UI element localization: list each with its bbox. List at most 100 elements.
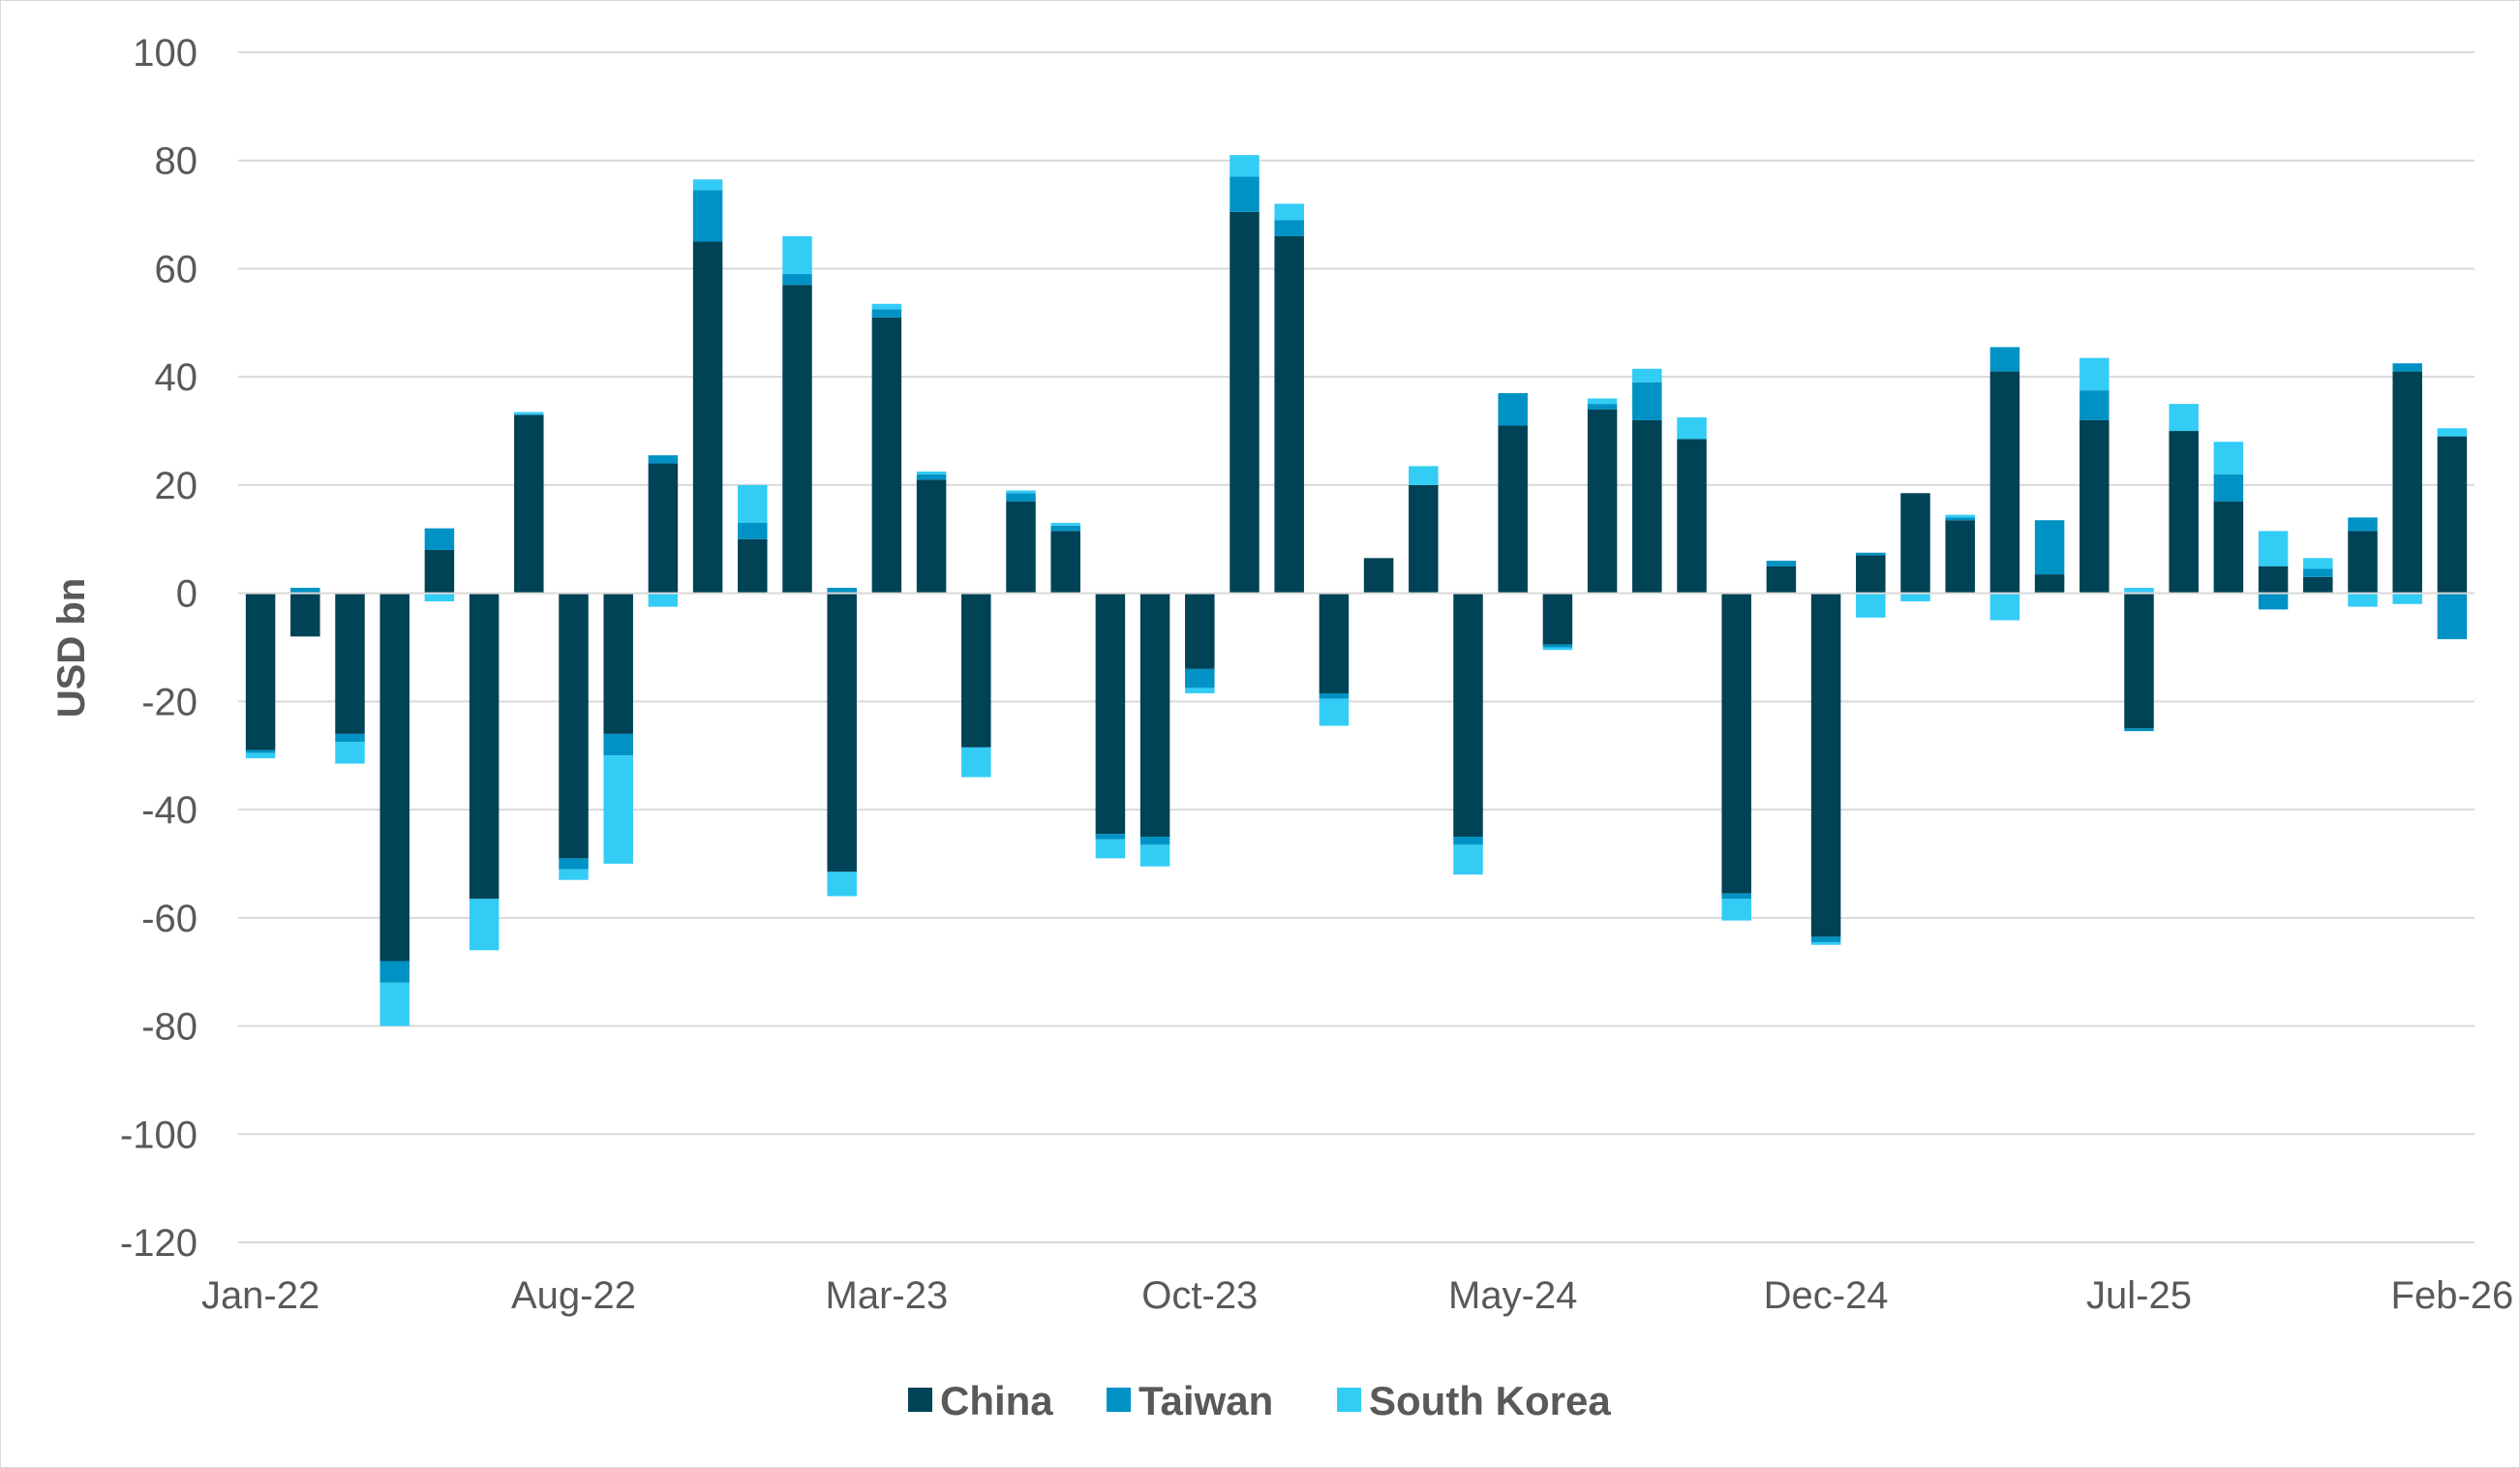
bar-taiwan-sep-23 bbox=[1139, 837, 1170, 845]
bar-taiwan-nov-24 bbox=[1766, 561, 1797, 566]
bar-china-apr-24 bbox=[1453, 593, 1483, 838]
bar-south-korea-jan-25 bbox=[1856, 593, 1886, 618]
bar-taiwan-dec-25 bbox=[2348, 517, 2378, 532]
bar-china-nov-22 bbox=[692, 241, 723, 594]
bar-china-oct-23 bbox=[1185, 593, 1215, 669]
bar-south-korea-jul-25 bbox=[2124, 588, 2154, 594]
bars bbox=[245, 155, 2468, 1026]
bar-taiwan-nov-22 bbox=[692, 190, 723, 242]
bar-taiwan-jan-22 bbox=[245, 749, 276, 753]
y-tick-label: -20 bbox=[141, 681, 197, 723]
bar-south-korea-nov-25 bbox=[2303, 558, 2333, 569]
bar-china-sep-24 bbox=[1677, 439, 1707, 594]
bar-taiwan-oct-23 bbox=[1185, 668, 1215, 688]
bar-south-korea-feb-23 bbox=[827, 872, 857, 897]
bar-taiwan-aug-22 bbox=[559, 858, 589, 870]
bar-south-korea-dec-22 bbox=[738, 484, 768, 524]
bar-taiwan-oct-25 bbox=[2258, 593, 2289, 610]
bar-taiwan-apr-24 bbox=[1453, 837, 1483, 845]
bar-china-oct-25 bbox=[2258, 566, 2289, 594]
legend-label: South Korea bbox=[1369, 1378, 1611, 1423]
y-tick-label: 0 bbox=[176, 573, 197, 616]
x-tick-label: Oct-23 bbox=[1141, 1274, 1258, 1317]
bar-china-may-22 bbox=[424, 549, 455, 594]
bar-china-mar-22 bbox=[335, 593, 365, 734]
x-tick-label: Feb-26 bbox=[2391, 1274, 2514, 1317]
bar-south-korea-oct-25 bbox=[2258, 531, 2289, 566]
bar-taiwan-jun-25 bbox=[2080, 390, 2110, 420]
bar-china-jun-24 bbox=[1542, 593, 1573, 645]
bar-taiwan-dec-24 bbox=[1810, 936, 1841, 942]
bar-taiwan-jun-23 bbox=[1006, 493, 1036, 502]
bar-china-jan-26 bbox=[2392, 371, 2422, 594]
legend-item-china: China bbox=[908, 1378, 1053, 1423]
bar-taiwan-feb-22 bbox=[290, 588, 320, 594]
bar-china-feb-26 bbox=[2437, 436, 2468, 594]
legend-swatch bbox=[1107, 1388, 1131, 1412]
legend-swatch bbox=[908, 1388, 932, 1412]
bar-taiwan-oct-22 bbox=[648, 455, 679, 464]
bar-china-nov-25 bbox=[2303, 576, 2333, 594]
bar-china-apr-25 bbox=[1989, 371, 2020, 594]
bar-taiwan-feb-23 bbox=[827, 588, 857, 594]
bar-china-may-25 bbox=[2034, 574, 2065, 594]
y-tick-label: 60 bbox=[155, 248, 198, 291]
y-axis-title: USD bn bbox=[50, 578, 93, 718]
bar-south-korea-dec-25 bbox=[2348, 593, 2378, 607]
bar-south-korea-mar-22 bbox=[335, 742, 365, 764]
bar-south-korea-sep-24 bbox=[1677, 417, 1707, 440]
y-tick-label: 20 bbox=[155, 465, 198, 507]
bar-taiwan-jan-23 bbox=[782, 274, 812, 286]
bar-south-korea-nov-23 bbox=[1230, 155, 1260, 177]
bar-taiwan-jun-24 bbox=[1542, 644, 1573, 648]
legend-item-south-korea: South Korea bbox=[1337, 1378, 1611, 1423]
bar-taiwan-dec-22 bbox=[738, 523, 768, 539]
bar-china-aug-25 bbox=[2169, 431, 2199, 594]
x-tick-label: Mar-23 bbox=[826, 1274, 949, 1317]
bar-taiwan-sep-22 bbox=[603, 733, 633, 756]
bar-south-korea-jan-26 bbox=[2392, 593, 2422, 604]
bar-china-dec-23 bbox=[1274, 235, 1304, 594]
bar-china-mar-23 bbox=[871, 317, 902, 594]
bar-south-korea-mar-25 bbox=[1945, 514, 1975, 518]
y-tick-label: 40 bbox=[155, 356, 198, 399]
legend-label: China bbox=[940, 1378, 1053, 1423]
y-tick-label: 100 bbox=[133, 32, 197, 75]
bar-china-nov-23 bbox=[1230, 211, 1260, 594]
bar-china-jul-23 bbox=[1050, 531, 1080, 594]
legend-item-taiwan: Taiwan bbox=[1107, 1378, 1273, 1423]
bar-china-feb-23 bbox=[827, 593, 857, 872]
bar-south-korea-dec-23 bbox=[1274, 203, 1304, 221]
bar-china-jan-24 bbox=[1319, 593, 1350, 693]
bar-china-feb-24 bbox=[1363, 558, 1394, 594]
bar-taiwan-jan-25 bbox=[1856, 552, 1886, 556]
bar-china-aug-22 bbox=[559, 593, 589, 859]
y-tick-label: -100 bbox=[120, 1114, 197, 1156]
bar-taiwan-aug-24 bbox=[1632, 382, 1662, 420]
bar-china-dec-22 bbox=[738, 538, 768, 594]
bar-taiwan-dec-23 bbox=[1274, 220, 1304, 236]
bar-south-korea-jan-24 bbox=[1319, 698, 1350, 726]
bar-taiwan-apr-22 bbox=[380, 961, 410, 983]
bar-south-korea-sep-25 bbox=[2213, 442, 2244, 474]
y-tick-label: -60 bbox=[141, 898, 197, 940]
legend-label: Taiwan bbox=[1139, 1378, 1273, 1423]
bar-south-korea-jul-24 bbox=[1587, 398, 1618, 405]
bar-china-feb-22 bbox=[290, 593, 320, 637]
bar-south-korea-aug-23 bbox=[1095, 839, 1126, 859]
x-axis-tick-labels: Jan-22 Aug-22 Mar-23 Oct-23 May-24 Dec-24 Jul-… bbox=[201, 1274, 2513, 1317]
bar-south-korea-mar-24 bbox=[1409, 466, 1439, 485]
bar-taiwan-may-24 bbox=[1498, 392, 1528, 426]
bar-taiwan-nov-23 bbox=[1230, 176, 1260, 212]
bar-china-jul-22 bbox=[514, 414, 544, 594]
bar-taiwan-feb-26 bbox=[2437, 593, 2468, 640]
bar-south-korea-may-23 bbox=[961, 747, 991, 778]
bar-south-korea-oct-22 bbox=[648, 593, 679, 607]
x-tick-label: May-24 bbox=[1448, 1274, 1577, 1317]
bar-china-jun-25 bbox=[2080, 419, 2110, 594]
bar-china-may-24 bbox=[1498, 425, 1528, 594]
bar-south-korea-dec-24 bbox=[1810, 941, 1841, 945]
bar-china-mar-25 bbox=[1945, 520, 1975, 594]
legend-swatch bbox=[1337, 1388, 1361, 1412]
